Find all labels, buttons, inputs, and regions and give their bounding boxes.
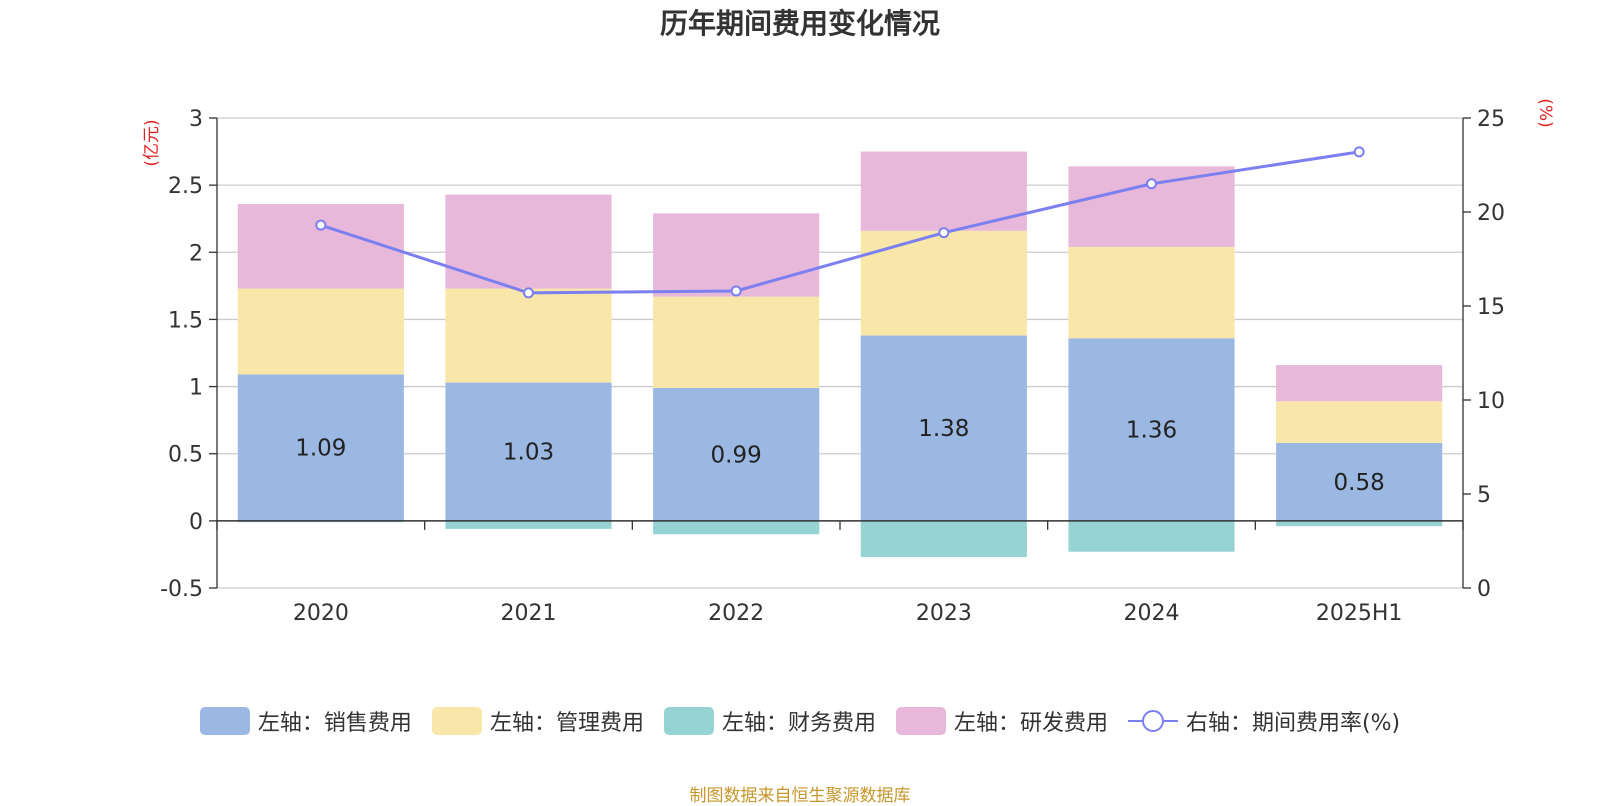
x-axis-tick-label: 2023 bbox=[916, 601, 972, 626]
bar-segment bbox=[1276, 520, 1443, 527]
left-axis-tick-label: 2.5 bbox=[168, 174, 203, 199]
bar-segment bbox=[860, 230, 1027, 336]
bar-segment bbox=[445, 520, 612, 529]
bar-data-label: 1.03 bbox=[503, 440, 554, 466]
right-axis-tick-label: 0 bbox=[1477, 577, 1491, 602]
legend-item[interactable]: 右轴：期间费用率(%) bbox=[1127, 705, 1401, 737]
x-axis-tick-label: 2025H1 bbox=[1316, 601, 1403, 626]
legend-label: 左轴：销售费用 bbox=[257, 711, 412, 736]
source-note: 制图数据来自恒生聚源数据库 bbox=[689, 786, 911, 806]
bar-segment bbox=[237, 288, 404, 375]
legend-item[interactable]: 左轴：管理费用 bbox=[431, 705, 644, 737]
left-axis-unit: (亿元) bbox=[142, 119, 162, 166]
rate-point bbox=[938, 227, 950, 239]
bar-data-label: 1.38 bbox=[918, 416, 969, 442]
left-axis-tick-label: 1.5 bbox=[168, 308, 203, 333]
left-axis-tick-label: 3 bbox=[189, 107, 203, 132]
right-axis-tick-label: 15 bbox=[1477, 295, 1505, 320]
rate-point bbox=[730, 285, 742, 297]
bar-segment bbox=[1068, 246, 1235, 339]
bar-segment bbox=[1276, 365, 1443, 402]
bar-segment bbox=[237, 203, 404, 289]
rate-point bbox=[523, 287, 534, 299]
chart-plot: -0.5 0 0.5 1 1.5 2 2.5 3 0 5 10 15 20 25 (亿元) (%) 1.09 20… bbox=[142, 98, 1555, 626]
right-axis-tick-label: 20 bbox=[1477, 201, 1505, 226]
bar-segment bbox=[653, 387, 820, 521]
x-axis-tick-label: 2024 bbox=[1124, 601, 1180, 626]
bar-segment bbox=[653, 213, 820, 297]
chart-title: 历年期间费用变化情况 bbox=[659, 7, 940, 40]
bar-segment bbox=[445, 194, 612, 289]
rate-point bbox=[1146, 178, 1157, 190]
left-axis-tick-label: -0.5 bbox=[160, 577, 203, 602]
legend-label: 左轴：财务费用 bbox=[721, 711, 876, 736]
legend-item[interactable]: 左轴：销售费用 bbox=[199, 705, 412, 737]
x-axis-tick-label: 2020 bbox=[293, 601, 349, 626]
legend-item[interactable]: 左轴：研发费用 bbox=[895, 705, 1108, 737]
rate-line bbox=[320, 150, 1360, 295]
right-axis-tick-label: 5 bbox=[1477, 483, 1491, 508]
bar-segment bbox=[860, 335, 1027, 521]
bar-segment bbox=[1068, 520, 1235, 552]
bar-data-label: 0.58 bbox=[1334, 470, 1385, 496]
left-axis-tick-label: 2 bbox=[189, 241, 203, 266]
legend-line-marker-icon bbox=[1127, 710, 1178, 732]
left-axis-tick-label: 0 bbox=[189, 510, 203, 535]
x-axis-tick-label: 2022 bbox=[708, 601, 764, 626]
bar-data-label: 1.36 bbox=[1126, 418, 1177, 444]
legend-item[interactable]: 左轴：财务费用 bbox=[663, 705, 876, 737]
bar-segment bbox=[653, 296, 820, 388]
bar-segment bbox=[1276, 442, 1443, 521]
left-axis-tick-label: 0.5 bbox=[168, 443, 203, 468]
chart-legend: 左轴：销售费用 左轴：管理费用 左轴：财务费用 左轴：研发费用 右轴：期间费用率(%) bbox=[0, 705, 1600, 737]
legend-label: 右轴：期间费用率(%) bbox=[1185, 711, 1401, 736]
legend-swatch bbox=[895, 707, 946, 735]
bar-segment bbox=[860, 151, 1027, 231]
rate-point bbox=[315, 219, 327, 231]
legend-swatch bbox=[199, 707, 250, 735]
legend-label: 左轴：研发费用 bbox=[953, 711, 1108, 736]
bar-segment bbox=[1276, 401, 1443, 443]
x-axis-tick-label: 2021 bbox=[501, 601, 557, 626]
bar-segment bbox=[445, 382, 612, 521]
bar-data-label: 0.99 bbox=[711, 442, 762, 468]
legend-swatch bbox=[663, 707, 714, 735]
bar-segment bbox=[237, 374, 404, 521]
bar-segment bbox=[1068, 338, 1235, 521]
bar-segment bbox=[860, 520, 1027, 558]
bar-data-label: 1.09 bbox=[295, 436, 346, 462]
legend-swatch bbox=[431, 707, 482, 735]
bar-segment bbox=[445, 288, 612, 383]
right-axis-unit: (%) bbox=[1535, 98, 1555, 127]
rate-point bbox=[1353, 146, 1365, 158]
left-axis-tick-label: 1 bbox=[189, 376, 203, 401]
bar-segment bbox=[653, 520, 820, 535]
legend-label: 左轴：管理费用 bbox=[489, 711, 644, 736]
right-axis-tick-label: 25 bbox=[1477, 107, 1505, 132]
right-axis-tick-label: 10 bbox=[1477, 389, 1505, 414]
